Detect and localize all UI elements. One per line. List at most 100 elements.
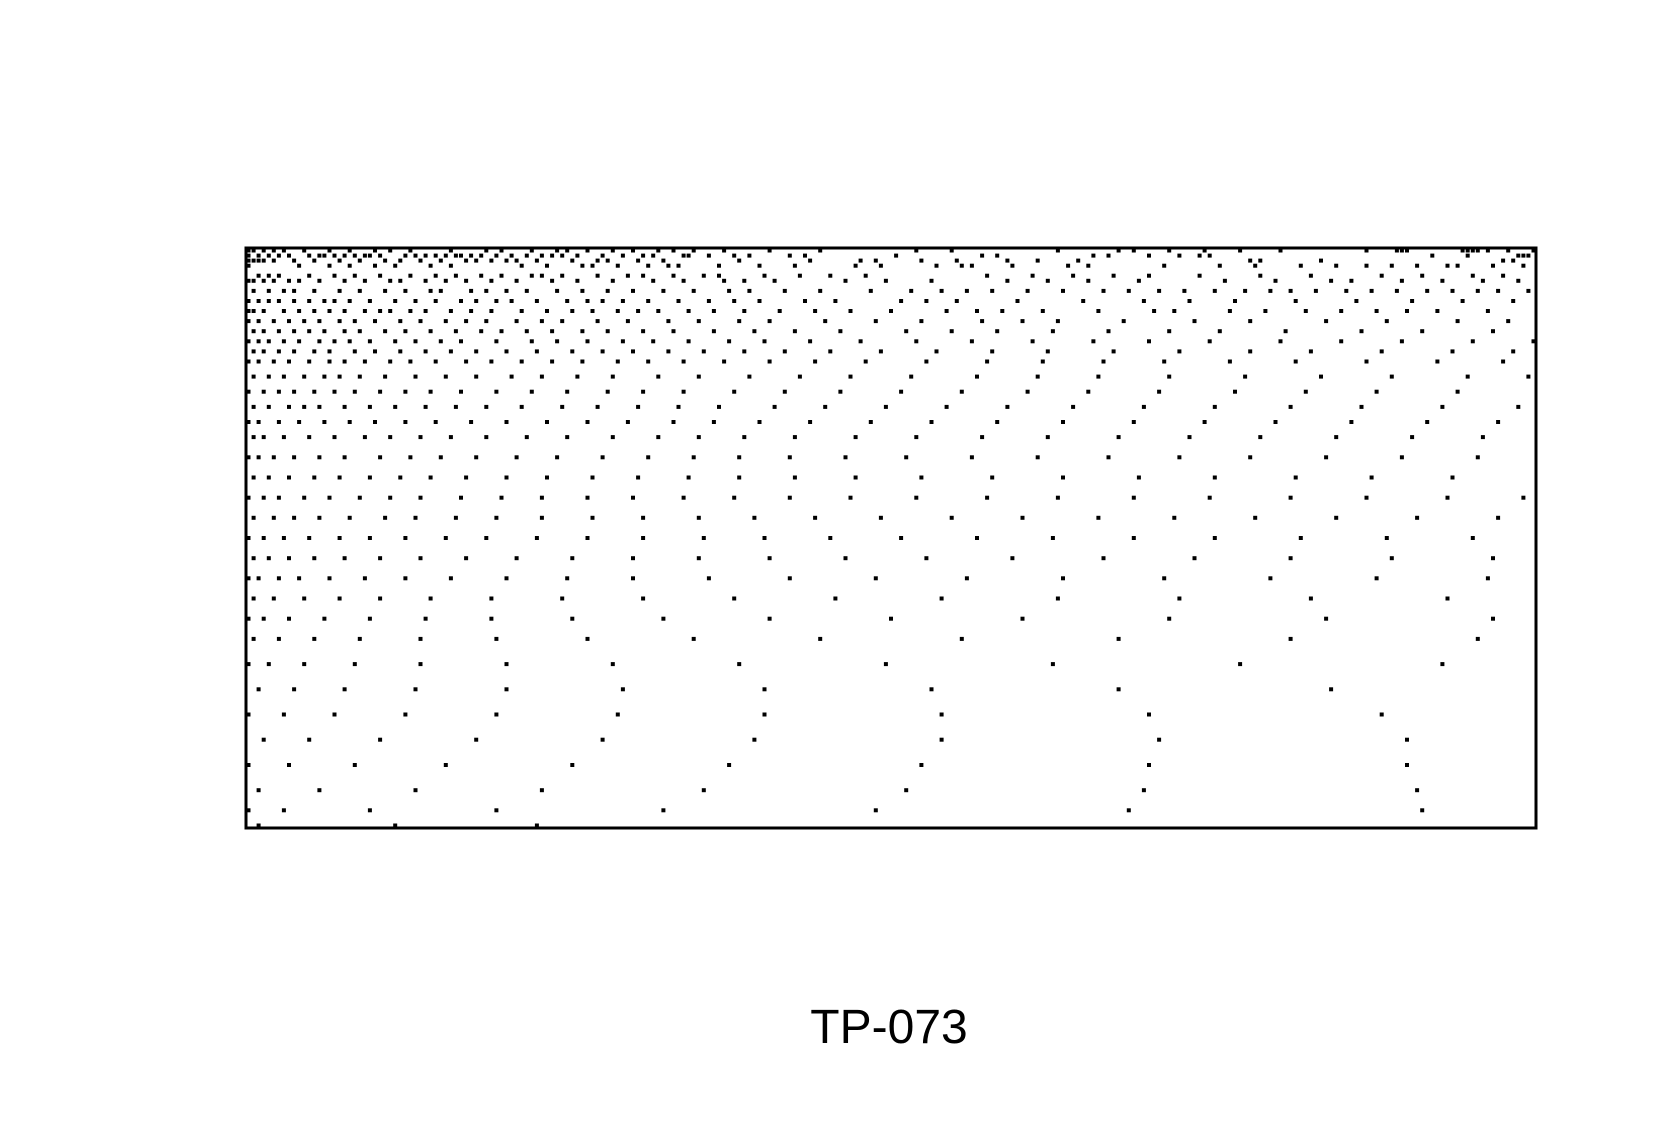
data-point — [1491, 616, 1495, 621]
data-point — [625, 273, 630, 278]
data-point — [332, 389, 337, 394]
data-point — [347, 248, 352, 253]
data-point — [322, 420, 327, 424]
data-point — [388, 248, 393, 253]
data-point — [570, 258, 575, 263]
data-point — [1329, 278, 1334, 283]
data-point — [453, 329, 458, 334]
data-point — [1485, 309, 1490, 313]
data-point — [747, 374, 752, 379]
data-point — [317, 319, 322, 324]
data-point — [1010, 263, 1015, 268]
data-point — [1172, 515, 1177, 520]
data-point — [1005, 258, 1010, 263]
data-point — [762, 687, 767, 692]
data-point — [246, 763, 251, 767]
data-point — [514, 319, 519, 324]
data-point — [246, 455, 251, 460]
data-point — [949, 248, 954, 253]
data-point — [484, 435, 489, 440]
data-point — [1202, 248, 1207, 253]
data-point — [585, 339, 590, 344]
data-point — [393, 823, 398, 828]
data-point — [641, 389, 646, 394]
data-point — [322, 374, 327, 379]
data-point — [1061, 420, 1065, 424]
data-point — [383, 374, 388, 379]
data-point — [1177, 349, 1182, 354]
data-point — [889, 309, 893, 313]
data-point — [985, 273, 990, 278]
data-point — [1101, 288, 1106, 293]
data-point — [848, 495, 853, 500]
data-point — [706, 576, 711, 581]
data-point — [934, 349, 939, 354]
data-point — [767, 616, 772, 621]
data-point — [271, 248, 276, 253]
data-point — [666, 263, 671, 268]
data-point — [1131, 536, 1136, 540]
data-point — [276, 576, 281, 581]
data-point — [1172, 309, 1177, 313]
data-point — [271, 278, 276, 283]
data-point — [1349, 278, 1354, 283]
data-point — [600, 253, 605, 258]
data-point — [312, 475, 317, 480]
data-point — [539, 788, 544, 793]
data-point — [1389, 374, 1394, 379]
data-point — [428, 389, 433, 394]
data-point — [514, 455, 519, 460]
data-point — [560, 596, 565, 601]
data-point — [1061, 576, 1065, 581]
data-point — [681, 495, 686, 500]
data-point — [954, 258, 959, 263]
data-point — [438, 258, 443, 263]
data-point — [959, 389, 964, 394]
data-point — [347, 420, 352, 424]
data-point — [367, 475, 372, 480]
data-point — [1248, 319, 1253, 324]
data-point — [1238, 662, 1243, 667]
data-point — [393, 299, 398, 303]
data-point — [534, 258, 539, 263]
data-point — [1359, 329, 1364, 334]
data-point — [251, 349, 256, 354]
data-point — [1131, 420, 1136, 424]
data-point — [1435, 309, 1440, 313]
data-point — [813, 359, 818, 364]
data-point — [342, 309, 347, 313]
data-point — [762, 339, 767, 344]
data-point — [524, 435, 529, 440]
data-point — [620, 299, 625, 303]
data-points — [246, 248, 1536, 828]
data-point — [1465, 253, 1470, 258]
data-point — [980, 319, 985, 324]
data-point — [261, 309, 266, 313]
data-point — [246, 616, 251, 621]
data-point — [914, 248, 919, 253]
data-point — [843, 455, 848, 460]
data-point — [899, 536, 904, 540]
data-point — [1399, 339, 1404, 344]
data-point — [524, 329, 529, 334]
data-point — [1045, 349, 1050, 354]
data-point — [1086, 263, 1091, 268]
data-point — [246, 263, 251, 268]
data-point — [403, 712, 408, 717]
data-point — [1071, 273, 1076, 278]
data-point — [550, 359, 555, 364]
data-point — [413, 253, 418, 258]
data-point — [671, 329, 676, 334]
data-point — [1415, 263, 1420, 268]
data-point — [246, 536, 251, 540]
data-point — [717, 273, 721, 278]
data-point — [1420, 273, 1425, 278]
data-point — [762, 712, 767, 717]
data-point — [297, 576, 302, 581]
data-point — [1116, 636, 1121, 641]
data-point — [969, 339, 974, 344]
data-point — [838, 389, 843, 394]
data-point — [1030, 273, 1035, 278]
data-point — [1455, 319, 1460, 324]
data-point — [1268, 576, 1273, 581]
